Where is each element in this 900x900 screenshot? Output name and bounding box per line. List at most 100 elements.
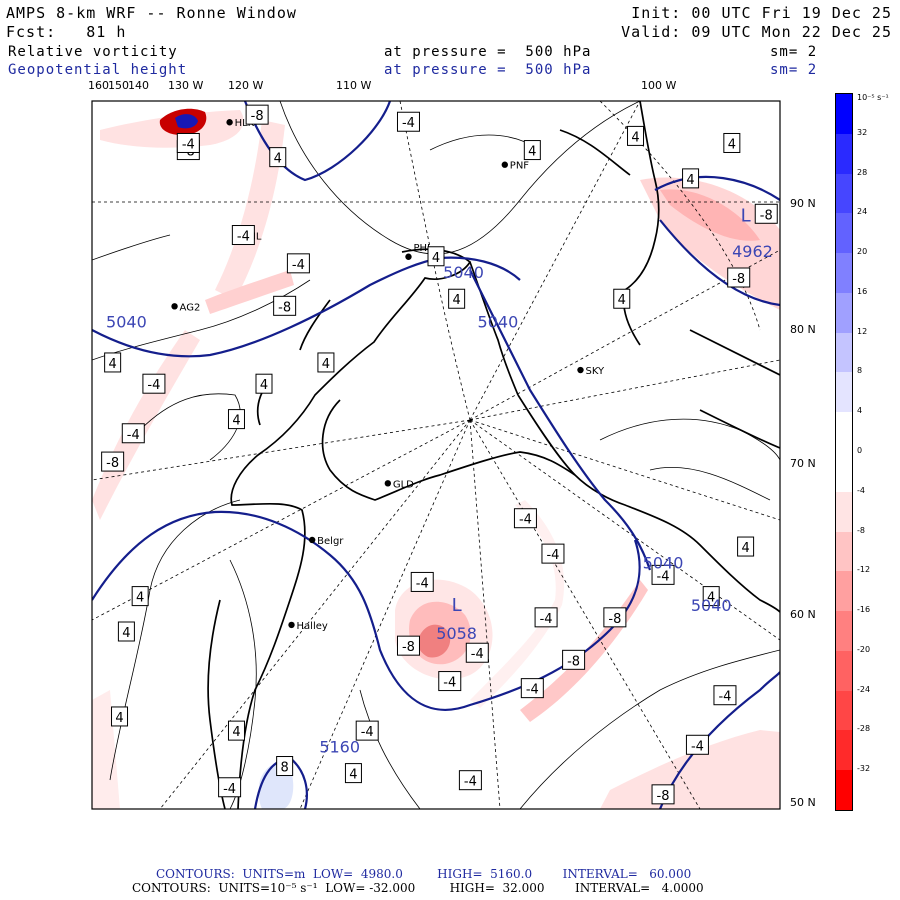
forecast-hour: Fcst: 81 h [6,23,127,41]
vorticity-label: -8 [396,635,420,656]
vorticity-label-box [231,225,255,246]
colorbar-swatch [836,491,852,532]
lon-label-130w: 130 W [168,79,204,92]
vorticity-label: -4 [142,373,166,394]
vorticity-label: 4 [723,132,741,153]
vorticity-label-text: 4 [349,768,357,783]
vorticity-label-box [344,763,362,784]
vorticity-label-text: -4 [546,548,559,563]
lon-label-100w: 100 W [641,79,677,92]
vorticity-label-text: 4 [452,293,460,308]
vorticity-label: 4 [737,536,755,557]
vorticity-label: 8 [276,756,294,777]
vorticity-label-box [541,543,565,564]
vorticity-label-text: -4 [691,739,704,754]
vorticity-label-text: -4 [540,612,553,627]
vorticity-label-box [410,571,434,592]
height-contour-label: 5040 [691,596,732,615]
colorbar-swatch [836,690,852,731]
vorticity-label: -4 [231,225,255,246]
legend-unit: 10⁻⁵ s⁻¹ [857,93,889,102]
vorticity-label: -4 [121,423,145,444]
vorticity-label-text: -4 [182,137,195,152]
station-marker-pnf [501,161,508,168]
colorbar-swatch [836,531,852,572]
height-contour-label: 5040 [106,313,147,332]
lon-label-160: 160 [88,79,109,92]
vorticity-label-text: -8 [278,300,291,315]
vorticity-label-box [513,508,537,529]
vorticity-label-text: 4 [136,591,144,606]
station-label-sky: SKY [585,366,605,377]
lat-label-50n: 50 N [790,796,816,809]
vorticity-label-text: 4 [322,357,330,372]
colorbar-swatch [836,770,852,810]
vorticity-label-box [458,770,482,791]
colorbar-tick-label: 8 [857,366,863,376]
colorbar-tick-label: 24 [857,207,868,217]
vorticity-label-text: -8 [567,654,580,669]
station-label-ag2: AG2 [180,302,201,313]
lat-label-60n: 60 N [790,608,816,621]
vorticity-label-text: -4 [526,683,539,698]
vorticity-label: 4 [227,720,245,741]
label-layer: HLKPNFPHLZHLAG2SKYGLDBelgrHalley-4-8-4-8… [101,104,778,805]
height-contour-label: 5160 [319,737,360,756]
colorbar-tick-label: 4 [857,406,863,416]
colorbar-tick-label: -20 [857,644,871,654]
colorbar-tick-label: -8 [857,525,865,535]
vorticity-label-box [131,586,149,607]
station-label-gld: GLD [393,479,414,490]
vorticity-label-box [255,373,273,394]
lon-label-140: 140 [128,79,149,92]
vorticity-label-box [603,607,627,628]
vorticity-label-box [448,288,466,309]
vorticity-label-box [613,288,631,309]
valid-time: Valid: 09 UTC Mon 22 Dec 25 [621,23,892,41]
colorbar-tick-label: 16 [857,286,868,296]
station-label-hlk: HLK [235,118,255,129]
vorticity-label-box [355,720,379,741]
vorticity-label-text: -8 [251,109,264,124]
vorticity-label: 4 [227,409,245,430]
vorticity-label-text: -4 [223,782,236,797]
vorticity-label: -4 [513,508,537,529]
colorbar-swatch [836,213,852,254]
colorbar-swatch [836,133,852,174]
vorticity-label-text: 4 [232,725,240,740]
lon-label-120w: 120 W [228,79,264,92]
field2-level: at pressure = 500 hPa [384,62,592,78]
vorticity-label: 4 [131,586,149,607]
height-contour-label: 5040 [443,263,484,282]
vorticity-label-text: 4 [741,541,749,556]
vorticity-label-text: 4 [122,626,130,641]
vorticity-label: 4 [627,125,645,146]
vorticity-label-text: -8 [402,640,415,655]
model-title: AMPS 8-km WRF -- Ronne Window [6,4,297,22]
vorticity-label-text: 4 [528,145,536,160]
vorticity-colorbar [835,93,853,811]
vorticity-label: -4 [651,564,675,585]
vorticity-label: -8 [245,104,269,125]
vorticity-label-box [427,246,445,267]
vorticity-label-text: -4 [237,230,250,245]
vorticity-label-box [651,784,675,805]
vorticity-label-box [269,147,287,168]
vorticity-label: 4 [104,352,122,373]
vorticity-label: 4 [117,621,135,642]
vorticity-label-text: -4 [464,775,477,790]
colorbar-swatch [836,173,852,214]
vorticity-label-box [727,267,751,288]
vorticity-label: -4 [218,777,242,798]
colorbar-tick-label: -12 [857,565,871,575]
vorticity-label-box [273,295,297,316]
vorticity-label-box [101,451,125,472]
field1-smoothing: sm= 2 [770,44,818,60]
vorticity-label-box [627,125,645,146]
lat-label-90n: 90 N [790,197,816,210]
vorticity-label: -8 [101,451,125,472]
vorticity-label-box [723,132,741,153]
vorticity-label-box [245,104,269,125]
vorticity-label-text: -4 [127,428,140,443]
